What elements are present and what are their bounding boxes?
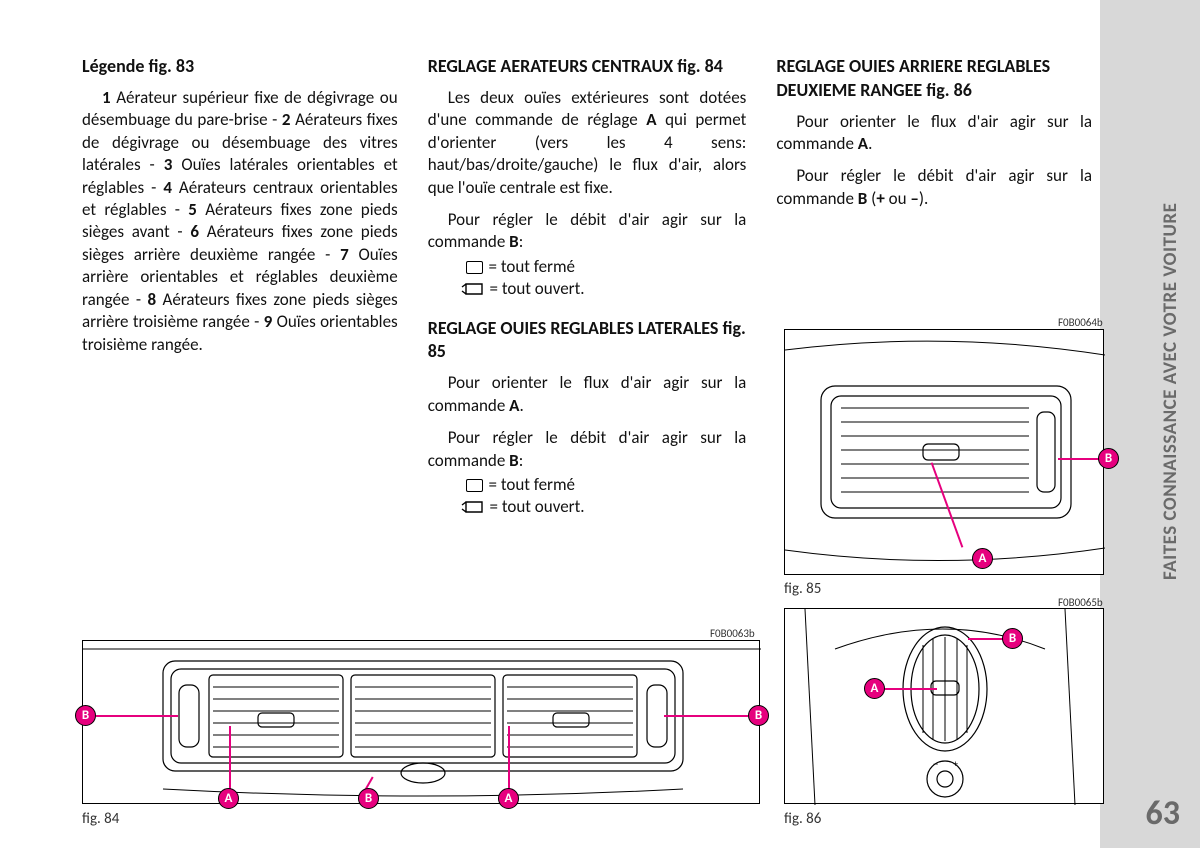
legend-body: 1 Aérateur supérieur fixe de dégivrage o…	[82, 87, 398, 356]
lead-line	[229, 726, 231, 791]
legend-num: 2	[282, 109, 291, 130]
sidebar-chapter-title: FAITES CONNAISSANCE AVEC VOTRE VOITURE	[1159, 40, 1182, 580]
heading-laterales: REGLAGE OUIES REGLABLES LATERALES fig. 8…	[428, 317, 747, 365]
open-icon	[460, 282, 484, 296]
lead-line	[508, 726, 510, 791]
plus: +	[876, 188, 884, 209]
label-b: B	[858, 188, 868, 209]
callout-b: B	[358, 788, 379, 809]
legend-num: 4	[163, 177, 172, 198]
text: :	[519, 231, 524, 252]
text: Pour régler le débit d'air agir sur la c…	[428, 209, 747, 252]
callout-b: B	[1098, 448, 1119, 469]
text: (	[867, 188, 876, 209]
minus: –	[910, 188, 918, 209]
callout-a: A	[864, 678, 885, 699]
para-arr-2: Pour régler le débit d'air agir sur la c…	[776, 165, 1092, 210]
label-a: A	[509, 395, 519, 416]
callout-b: B	[1002, 628, 1023, 649]
fig85-ref: F0B0064b	[1058, 316, 1103, 329]
heading-arriere: REGLAGE OUIES ARRIERE REGLABLES DEUXIEME…	[776, 55, 1092, 103]
text: Pour orienter le flux d'air agir sur la …	[776, 111, 1092, 154]
label-a: A	[646, 109, 656, 130]
callout-b: B	[75, 705, 96, 726]
label-a: A	[858, 133, 868, 154]
text: ).	[919, 188, 928, 209]
text: Pour régler le débit d'air agir sur la c…	[776, 165, 1092, 208]
closed-icon	[466, 479, 483, 492]
label-b: B	[509, 231, 519, 252]
fig84-caption: fig. 84	[82, 810, 119, 828]
lead-line	[885, 688, 937, 690]
figure-84	[82, 640, 760, 804]
legend-heading: Légende fig. 83	[82, 55, 398, 79]
callout-a: A	[498, 788, 519, 809]
closed-icon	[466, 261, 483, 274]
column-2: REGLAGE AERATEURS CENTRAUX fig. 84 Les d…	[428, 55, 747, 519]
heading-centraux: REGLAGE AERATEURS CENTRAUX fig. 84	[428, 55, 747, 79]
column-1: Légende fig. 83 1 Aérateur supérieur fix…	[82, 55, 398, 519]
fig84-ref: F0B0063b	[710, 627, 755, 640]
text: = tout ouvert.	[486, 496, 585, 517]
para-lat-1: Pour orienter le flux d'air agir sur la …	[428, 372, 747, 417]
figure-85	[784, 329, 1104, 575]
text: = tout fermé	[485, 256, 575, 277]
text: = tout fermé	[485, 474, 575, 495]
callout-a: A	[218, 788, 239, 809]
open-icon	[460, 500, 484, 514]
callout-a: A	[972, 548, 993, 569]
legend-num: 8	[147, 289, 156, 310]
label-b: B	[509, 450, 519, 471]
figure-86: − +	[784, 608, 1104, 804]
symbol-open-line-2: = tout ouvert.	[428, 496, 747, 518]
text: Pour orienter le flux d'air agir sur la …	[428, 372, 747, 415]
sidebar-bg	[1100, 0, 1200, 848]
para-centraux-2: Pour régler le débit d'air agir sur la c…	[428, 209, 747, 254]
fig86-caption: fig. 86	[784, 810, 821, 828]
text: .	[519, 395, 523, 416]
lead-line	[664, 715, 748, 717]
svg-text:+: +	[953, 759, 958, 769]
text: ou	[885, 188, 911, 209]
legend-num: 6	[190, 221, 199, 242]
svg-text:−: −	[933, 759, 938, 769]
legend-num: 5	[188, 199, 197, 220]
lead-line	[1058, 458, 1100, 460]
legend-num: 1	[102, 87, 111, 108]
para-centraux-1: Les deux ouïes extérieures sont dotées d…	[428, 87, 747, 199]
page-number: 63	[1146, 793, 1180, 834]
callout-b: B	[748, 705, 769, 726]
fig85-caption: fig. 85	[784, 580, 821, 598]
legend-num: 9	[264, 311, 273, 332]
text: :	[519, 450, 524, 471]
text: .	[868, 133, 872, 154]
lead-line	[96, 715, 178, 717]
text: Pour régler le débit d'air agir sur la c…	[428, 427, 747, 470]
para-arr-1: Pour orienter le flux d'air agir sur la …	[776, 111, 1092, 156]
text: = tout ouvert.	[486, 278, 585, 299]
lead-line	[968, 638, 1004, 640]
legend-num: 7	[340, 244, 349, 265]
para-lat-2: Pour régler le débit d'air agir sur la c…	[428, 427, 747, 472]
symbol-closed-line-2: = tout fermé	[428, 474, 747, 496]
symbol-closed-line: = tout fermé	[428, 256, 747, 278]
symbol-open-line: = tout ouvert.	[428, 278, 747, 300]
